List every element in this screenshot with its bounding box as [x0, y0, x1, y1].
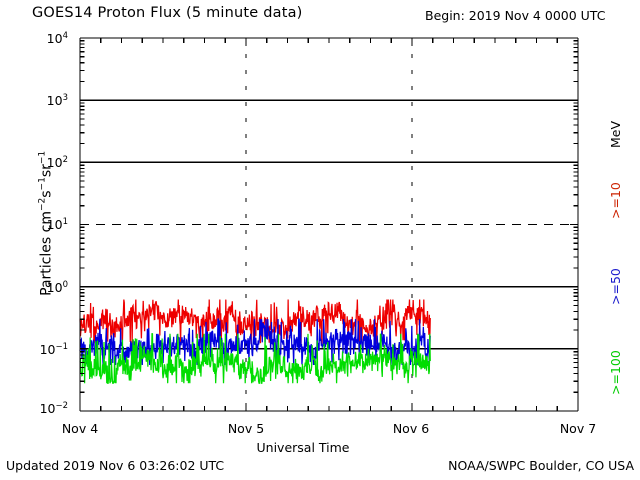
y-tick-1e0: 100: [46, 280, 68, 296]
y-tick-1e1: 101: [46, 217, 68, 233]
begin-time-label: Begin: 2019 Nov 4 0000 UTC: [425, 8, 606, 23]
updated-timestamp: Updated 2019 Nov 6 03:26:02 UTC: [6, 458, 225, 473]
x-axis-title-text: Universal Time: [256, 440, 350, 455]
y-tick-1e3: 103: [46, 93, 68, 109]
y-tick-1em2: 10−2: [39, 401, 68, 417]
series-trace-ge100: [79, 333, 431, 384]
x-tick-nov6: Nov 6: [392, 421, 430, 436]
x-axis-title: Universal Time: [0, 440, 640, 455]
y-tick-1em1: 10−1: [39, 342, 68, 358]
y-tick-1e2: 102: [46, 155, 68, 171]
credit-label: NOAA/SWPC Boulder, CO USA: [448, 458, 634, 473]
x-tick-nov4: Nov 4: [61, 421, 99, 436]
x-tick-nov5: Nov 5: [227, 421, 265, 436]
y-tick-1e4: 104: [46, 31, 68, 47]
x-tick-nov7: Nov 7: [559, 421, 597, 436]
page-title: GOES14 Proton Flux (5 minute data): [32, 5, 303, 21]
series-trace-ge50: [79, 318, 431, 367]
